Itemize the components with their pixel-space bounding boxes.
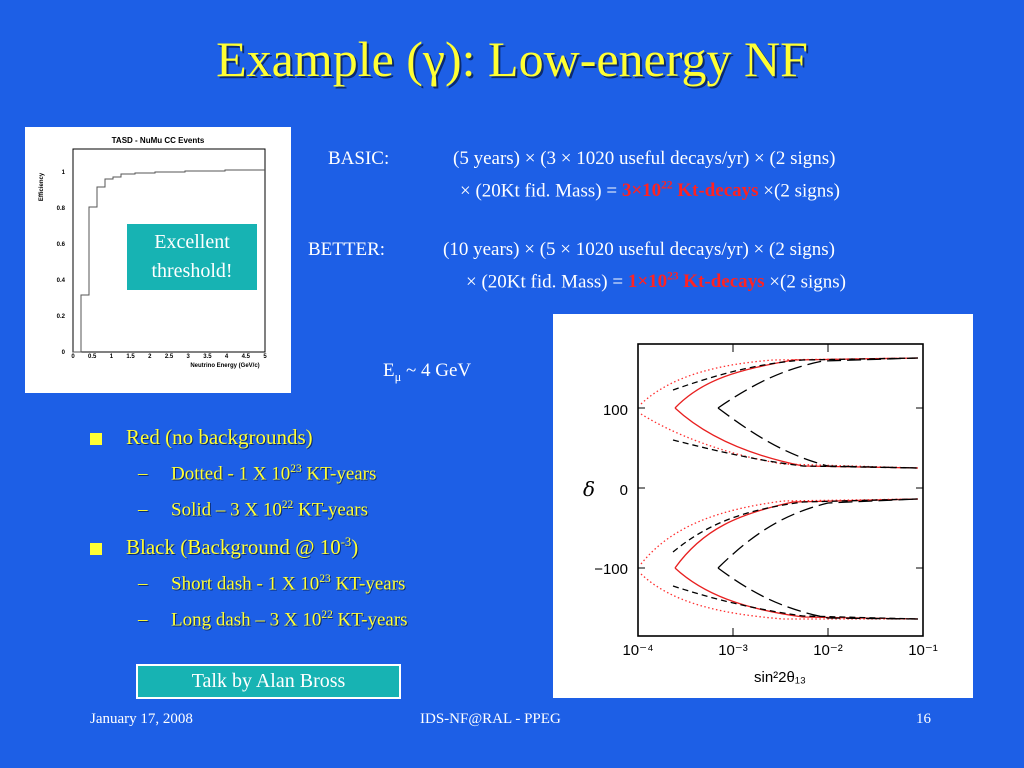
efficiency-xtick: 5 — [263, 354, 267, 360]
efficiency-ytick: 1 — [62, 170, 66, 176]
efficiency-xtick: 0 — [71, 354, 75, 360]
contour-red-dotted-lower — [640, 498, 919, 620]
better-line-1: (10 years) × (5 × 1020 useful decays/yr)… — [443, 239, 835, 260]
efficiency-xtick: 4.5 — [242, 354, 251, 360]
contour-black-long-dash-upper — [717, 357, 919, 469]
contour-black-long-dash-lower — [717, 498, 919, 620]
muon-energy: Eμ ~ 4 GeV — [383, 360, 472, 384]
delta-sensitivity-plot: δ 100 0 −100 10⁻⁴ 10⁻³ 10⁻² 10⁻¹ sin²2θ₁… — [553, 314, 973, 698]
basic-line-1: (5 years) × (3 × 1020 useful decays/yr) … — [453, 148, 836, 169]
delta-xlabel: sin²2θ₁₃ — [754, 669, 806, 686]
contour-red-solid-upper — [674, 357, 919, 469]
efficiency-ylabel: Efficiency — [39, 172, 45, 201]
efficiency-ytick: 0.4 — [57, 278, 66, 284]
delta-xtick-1e-2: 10⁻² — [813, 642, 843, 659]
delta-ytick-0: 0 — [620, 482, 628, 499]
efficiency-xtick: 1.5 — [126, 354, 135, 360]
bullet-square-icon — [90, 543, 102, 555]
efficiency-ytick: 0.6 — [57, 242, 66, 248]
efficiency-plot-title: TASD - NuMu CC Events — [112, 136, 205, 145]
basic-line-2: × (20Kt fid. Mass) = 3×1022 Kt-decays ×(… — [460, 180, 840, 202]
legend-bullets: Red (no backgrounds) – Dotted - 1 X 1023 … — [90, 425, 550, 645]
bullet-dotted: – Dotted - 1 X 1023 KT-years — [138, 463, 377, 485]
slide-title: Example (γ): Low-energy NF — [216, 31, 808, 87]
talk-credit-box: Talk by Alan Bross — [136, 664, 401, 699]
contour-black-short-dash-upper — [672, 357, 919, 469]
efficiency-xtick: 2 — [148, 354, 152, 360]
threshold-callout: Excellent threshold! — [127, 224, 257, 290]
callout-line-1: Excellent — [154, 231, 230, 253]
better-line-2: × (20Kt fid. Mass) = 1×1023 Kt-decays ×(… — [466, 271, 846, 293]
bullet-red: Red (no backgrounds) — [90, 425, 550, 453]
efficiency-xtick: 2.5 — [165, 354, 174, 360]
bullet-black: Black (Background @ 10-3) — [90, 535, 550, 563]
efficiency-ytick: 0.2 — [57, 314, 66, 320]
efficiency-curve — [73, 169, 265, 353]
bullet-short-dash: – Short dash - 1 X 1023 KT-years — [138, 573, 406, 595]
better-label: BETTER: — [308, 239, 386, 260]
delta-xtick-1e-1: 10⁻¹ — [908, 642, 938, 659]
footer-center: IDS-NF@RAL - PPEG — [420, 711, 561, 727]
callout-line-2: threshold! — [151, 260, 233, 282]
delta-ytick-100: 100 — [603, 402, 628, 419]
bullet-square-icon — [90, 433, 102, 445]
bullet-long-dash: – Long dash – 3 X 1022 KT-years — [138, 609, 408, 631]
contour-red-dotted-upper — [640, 357, 919, 469]
footer-date: January 17, 2008 — [90, 711, 193, 727]
efficiency-ytick: 0 — [62, 350, 66, 356]
delta-ylabel: δ — [583, 477, 595, 501]
efficiency-ytick: 0.8 — [57, 206, 66, 212]
basic-label: BASIC: — [328, 148, 390, 169]
delta-xtick-1e-4: 10⁻⁴ — [622, 642, 653, 659]
efficiency-xlabel: Neutrino Energy (GeV/c) — [190, 363, 259, 369]
delta-ytick-minus100: −100 — [594, 561, 628, 578]
efficiency-xtick: 1 — [110, 354, 114, 360]
efficiency-xtick: 3 — [187, 354, 191, 360]
contour-black-short-dash-lower — [672, 498, 919, 620]
contour-red-solid-lower — [674, 498, 919, 620]
efficiency-xtick: 4 — [225, 354, 229, 360]
delta-xtick-1e-3: 10⁻³ — [718, 642, 748, 659]
efficiency-xtick: 0.5 — [88, 354, 97, 360]
footer-page-number: 16 — [916, 711, 931, 727]
bullet-solid: – Solid – 3 X 1022 KT-years — [138, 499, 368, 521]
efficiency-xtick: 3.5 — [203, 354, 212, 360]
